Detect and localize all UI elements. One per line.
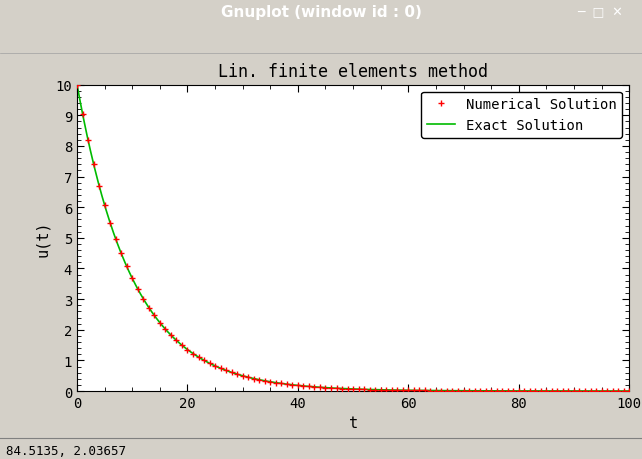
X-axis label: t: t — [349, 415, 358, 431]
Legend: Numerical Solution, Exact Solution: Numerical Solution, Exact Solution — [421, 92, 622, 138]
Y-axis label: u(t): u(t) — [35, 220, 50, 257]
Text: Gnuplot (window id : 0): Gnuplot (window id : 0) — [221, 5, 421, 20]
Text: ─  □  ✕: ─ □ ✕ — [577, 6, 623, 19]
Text: 84.5135, 2.03657: 84.5135, 2.03657 — [6, 444, 126, 457]
Title: Lin. finite elements method: Lin. finite elements method — [218, 63, 488, 81]
